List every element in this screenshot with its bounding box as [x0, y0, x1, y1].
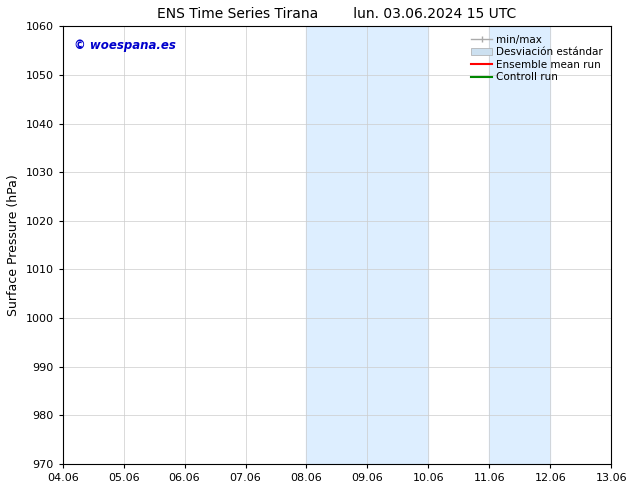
Legend: min/max, Desviación estándar, Ensemble mean run, Controll run: min/max, Desviación estándar, Ensemble m…: [468, 31, 606, 86]
Bar: [489, 26, 550, 464]
Bar: [306, 26, 429, 464]
Y-axis label: Surface Pressure (hPa): Surface Pressure (hPa): [7, 174, 20, 316]
Text: © woespana.es: © woespana.es: [74, 39, 176, 52]
Title: ENS Time Series Tirana        lun. 03.06.2024 15 UTC: ENS Time Series Tirana lun. 03.06.2024 1…: [157, 7, 517, 21]
